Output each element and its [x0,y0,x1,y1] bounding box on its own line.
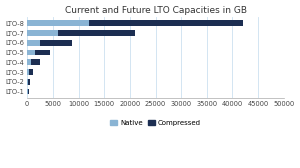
Bar [27,59,31,65]
Bar [27,50,35,55]
Title: Current and Future LTO Capacities in GB: Current and Future LTO Capacities in GB [64,6,247,15]
Bar [27,59,40,65]
Bar [27,69,29,75]
Bar [27,20,89,26]
Bar [27,30,135,36]
Bar [27,79,30,85]
Bar [27,50,50,55]
Bar [27,89,29,94]
Bar [27,69,33,75]
Bar [27,79,28,85]
Legend: Native, Compressed: Native, Compressed [107,117,204,129]
Bar [27,89,28,94]
Bar [27,30,58,36]
Bar [27,40,40,46]
Bar [27,20,243,26]
Bar [27,40,72,46]
